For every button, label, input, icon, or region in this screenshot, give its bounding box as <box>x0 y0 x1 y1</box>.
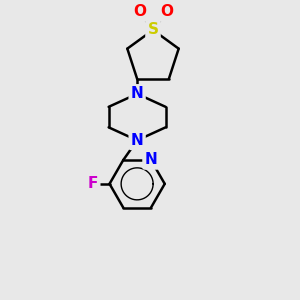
Text: F: F <box>88 176 98 191</box>
Text: O: O <box>160 4 173 20</box>
Text: O: O <box>133 4 146 20</box>
Text: N: N <box>131 86 143 101</box>
Text: S: S <box>148 22 158 38</box>
Text: N: N <box>145 152 157 167</box>
Text: N: N <box>131 133 143 148</box>
